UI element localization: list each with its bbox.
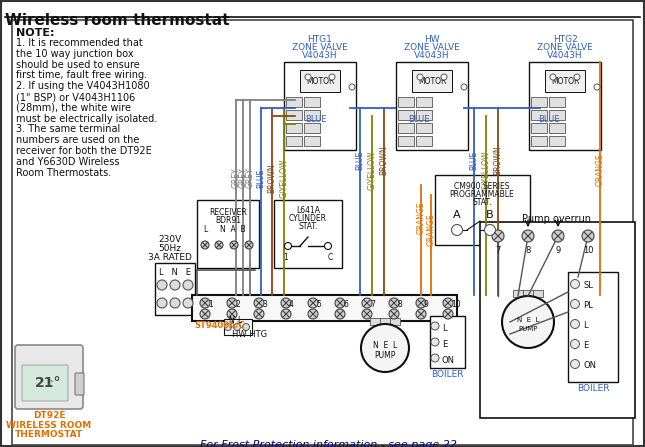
Text: (28mm), the white wire: (28mm), the white wire <box>16 103 131 113</box>
Circle shape <box>582 230 594 242</box>
Text: BLUE: BLUE <box>408 115 430 124</box>
Text: DT92E: DT92E <box>33 411 65 420</box>
Text: BLUE: BLUE <box>470 150 479 169</box>
Text: 2: 2 <box>235 300 240 309</box>
Text: STAT.: STAT. <box>298 222 318 231</box>
FancyBboxPatch shape <box>155 263 195 315</box>
Text: BLUE: BLUE <box>305 115 326 124</box>
Text: N  E  L: N E L <box>373 342 397 350</box>
Text: N: N <box>228 316 233 325</box>
Circle shape <box>594 84 600 90</box>
Circle shape <box>308 309 318 319</box>
FancyBboxPatch shape <box>304 97 320 107</box>
FancyBboxPatch shape <box>398 97 414 107</box>
Circle shape <box>443 298 453 308</box>
Circle shape <box>552 230 564 242</box>
FancyBboxPatch shape <box>286 123 302 133</box>
Text: PROGRAMMABLE: PROGRAMMABLE <box>450 190 514 199</box>
FancyBboxPatch shape <box>430 316 465 368</box>
Text: numbers are used on the: numbers are used on the <box>16 135 139 145</box>
Text: Wireless room thermostat: Wireless room thermostat <box>5 13 230 28</box>
Text: L   N   E: L N E <box>159 268 191 277</box>
Text: ORANGE: ORANGE <box>426 214 435 246</box>
FancyBboxPatch shape <box>549 136 565 146</box>
FancyBboxPatch shape <box>380 318 390 325</box>
Text: G/YELLOW: G/YELLOW <box>482 150 490 190</box>
FancyBboxPatch shape <box>568 272 618 382</box>
Text: 21°: 21° <box>35 376 61 390</box>
FancyBboxPatch shape <box>531 123 547 133</box>
Text: STAT.: STAT. <box>472 198 491 207</box>
Circle shape <box>183 280 193 290</box>
Text: For Frost Protection information - see page 22: For Frost Protection information - see p… <box>200 440 457 447</box>
Text: N  E  L: N E L <box>517 317 539 323</box>
Text: C: C <box>328 253 333 262</box>
Text: 1. It is recommended that: 1. It is recommended that <box>16 38 143 48</box>
FancyBboxPatch shape <box>396 62 468 150</box>
Text: 7: 7 <box>495 246 501 255</box>
Text: Room Thermostats.: Room Thermostats. <box>16 168 111 177</box>
Text: A: A <box>453 210 461 220</box>
Circle shape <box>431 338 439 346</box>
Circle shape <box>254 309 264 319</box>
Text: L: L <box>442 324 446 333</box>
FancyBboxPatch shape <box>416 123 432 133</box>
Circle shape <box>389 298 399 308</box>
Text: RECEIVER: RECEIVER <box>209 208 247 217</box>
Circle shape <box>570 340 579 349</box>
Circle shape <box>230 241 238 249</box>
Circle shape <box>170 298 180 308</box>
Text: 3A RATED: 3A RATED <box>148 253 192 262</box>
Text: 10: 10 <box>451 300 461 309</box>
Text: 7: 7 <box>370 300 375 309</box>
Text: PL: PL <box>583 301 593 310</box>
Circle shape <box>362 298 372 308</box>
Circle shape <box>484 224 495 236</box>
Circle shape <box>335 298 345 308</box>
Circle shape <box>389 309 399 319</box>
Text: ORANGE: ORANGE <box>417 202 426 234</box>
Circle shape <box>227 309 237 319</box>
Circle shape <box>281 298 291 308</box>
Text: HTG2: HTG2 <box>553 35 577 44</box>
Text: L: L <box>237 316 241 325</box>
FancyBboxPatch shape <box>523 290 533 297</box>
FancyBboxPatch shape <box>435 175 530 245</box>
Text: 3. The same terminal: 3. The same terminal <box>16 124 120 135</box>
Text: L: L <box>583 321 588 330</box>
Text: BDR91: BDR91 <box>215 216 241 225</box>
Text: L641A: L641A <box>296 206 320 215</box>
Circle shape <box>461 84 467 90</box>
FancyBboxPatch shape <box>15 345 83 409</box>
Circle shape <box>157 280 167 290</box>
Text: receiver for both the DT92E: receiver for both the DT92E <box>16 146 152 156</box>
FancyBboxPatch shape <box>513 290 523 297</box>
FancyBboxPatch shape <box>284 62 356 150</box>
Text: 10: 10 <box>582 246 593 255</box>
Text: 50Hz: 50Hz <box>159 244 181 253</box>
FancyBboxPatch shape <box>398 110 414 120</box>
Text: THERMOSTAT: THERMOSTAT <box>15 430 83 439</box>
Text: G/YELLOW: G/YELLOW <box>279 158 288 198</box>
Text: BROWN: BROWN <box>268 163 277 193</box>
Text: 6: 6 <box>343 300 348 309</box>
Text: 9: 9 <box>424 300 429 309</box>
Circle shape <box>431 322 439 330</box>
Circle shape <box>443 309 453 319</box>
Text: BROWN: BROWN <box>493 145 502 175</box>
Text: first time, fault free wiring.: first time, fault free wiring. <box>16 70 147 80</box>
Text: ˢ: ˢ <box>50 379 53 388</box>
Circle shape <box>570 279 579 288</box>
Text: 1: 1 <box>208 300 213 309</box>
FancyBboxPatch shape <box>531 110 547 120</box>
Text: V4043H: V4043H <box>547 51 583 60</box>
Circle shape <box>502 296 554 348</box>
Text: 1: 1 <box>284 253 288 262</box>
Text: GREY: GREY <box>246 168 255 188</box>
Text: and Y6630D Wireless: and Y6630D Wireless <box>16 157 119 167</box>
Text: ZONE VALVE: ZONE VALVE <box>404 43 460 52</box>
Circle shape <box>243 324 250 330</box>
Text: V4043H: V4043H <box>303 51 338 60</box>
Text: BROWN: BROWN <box>379 145 388 175</box>
